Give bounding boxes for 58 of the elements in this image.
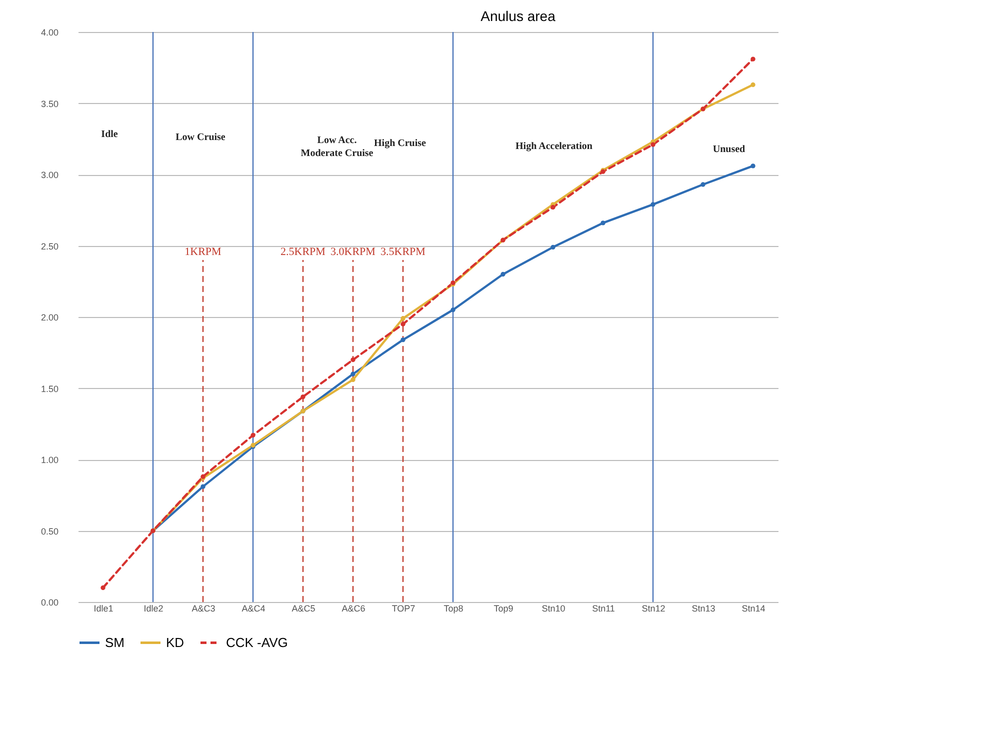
y-tick-label: 3.50 [40,98,58,109]
x-tick-label: Idle2 [144,604,164,614]
y-tick-label: 4.00 [40,28,58,38]
point [350,357,356,362]
point [700,182,706,187]
point [400,322,406,326]
x-tick-label: Stn10 [542,604,566,614]
annotation: High Cruise [374,138,427,149]
annotation: Idle [101,128,118,140]
point [650,202,656,207]
y-tick-label: 1.50 [40,384,58,394]
point [350,372,356,376]
point [450,308,456,312]
y-tick-label: 0.50 [40,526,58,536]
annotation: Low Acc. Moderate Cruise [300,134,374,159]
ref-line-label: 2.5KRPM [280,246,326,258]
point [400,316,406,321]
x-tick-label: Stn11 [592,604,615,614]
x-tick-label: TOP7 [392,604,416,614]
point [350,377,356,382]
y-tick-label: 3.00 [40,170,58,180]
annotation: High Acceleration [516,140,593,152]
legend-label: CCK -AVG [226,634,288,650]
x-tick-label: Stn13 [692,604,716,614]
point [750,56,756,62]
point [100,585,106,590]
annotation: Low Cruise [176,132,226,143]
point [750,164,756,168]
point [250,432,256,438]
point [550,244,556,250]
point [600,220,606,226]
annotation: Unused [712,144,746,155]
y-tick-label: 0.00 [40,598,58,608]
ref-line-label: 3.0KRPM [330,246,376,258]
point [650,142,656,147]
y-tick-label: 2.00 [40,312,58,322]
x-tick-label: Top8 [444,604,464,614]
point [400,337,406,342]
x-tick-label: Idle1 [94,604,114,614]
point [550,204,556,210]
point [200,484,206,489]
point [500,272,506,277]
x-tick-label: Stn14 [742,604,766,614]
y-tick-label: 1.00 [40,455,58,465]
x-tick-label: A&C6 [342,604,366,614]
point [300,394,306,400]
x-tick-label: A&C5 [292,604,316,614]
legend-label: KD [166,634,184,650]
x-tick-label: Top9 [494,604,514,614]
ref-line-label: 1KRPM [184,246,222,258]
chart-title: Anulus area [480,8,556,24]
x-tick-label: Stn12 [642,604,666,614]
legend-label: SM [105,634,124,650]
x-tick-label: A&C3 [192,604,216,614]
x-tick-label: A&C4 [242,604,266,614]
ref-line-label: 3.5KRPM [380,246,426,258]
y-tick-label: 2.50 [40,241,58,252]
point [750,82,756,88]
